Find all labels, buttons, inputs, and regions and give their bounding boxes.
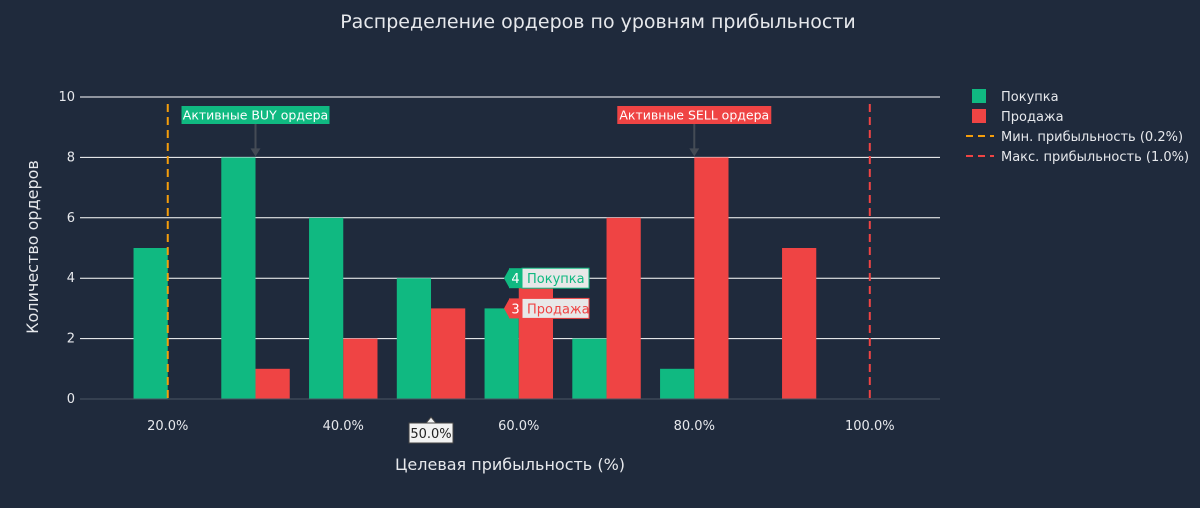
y-tick-label: 4 <box>67 271 75 286</box>
annotation-arrow-head <box>689 148 700 157</box>
bar-buy <box>396 278 432 399</box>
annotation-arrow-head <box>250 148 261 157</box>
annotation-box <box>617 106 772 124</box>
legend-label: Продажа <box>1001 110 1064 125</box>
legend-swatch-sell <box>972 109 986 123</box>
bar-buy <box>133 248 168 399</box>
x-tick-label: 100.0% <box>845 419 895 434</box>
annotation-buy-label: Активные BUY ордера <box>183 108 328 123</box>
legend-label: Покупка <box>1001 90 1059 105</box>
y-tick-label: 8 <box>67 150 75 165</box>
bar-buy <box>309 217 344 399</box>
y-tick-label: 6 <box>67 211 75 226</box>
legend-swatch-buy <box>972 89 986 103</box>
x-tick-label: 80.0% <box>674 419 715 434</box>
hover-value: 4 <box>511 272 519 287</box>
bar-buy <box>660 368 695 399</box>
hover-x-label: 50.0% <box>410 427 451 442</box>
bar-buy <box>221 157 256 399</box>
legend-label: Макс. прибыльность (1.0%) <box>1001 150 1189 165</box>
y-tick-label: 0 <box>67 392 75 407</box>
bar-sell <box>606 217 641 399</box>
x-axis-title: Целевая прибыльность (%) <box>395 455 625 474</box>
bar-sell <box>255 368 290 399</box>
bar-sell <box>782 248 817 399</box>
hover-value-box <box>509 298 522 319</box>
annotation-sell-label: Активные SELL ордера <box>619 108 769 123</box>
hover-pointer <box>504 299 509 318</box>
bar-buy <box>572 338 607 399</box>
bar-sell <box>518 278 553 399</box>
bar-buy <box>484 308 519 399</box>
x-tick-label: 20.0% <box>147 419 188 434</box>
y-axis-title: Количество ордеров <box>23 160 42 334</box>
annotation-box <box>181 106 330 124</box>
bar-sell <box>343 338 378 399</box>
hover-pointer <box>504 269 509 288</box>
y-tick-label: 2 <box>67 332 75 347</box>
bar-sell <box>694 157 729 399</box>
x-tick-label: 60.0% <box>498 419 539 434</box>
y-tick-label: 10 <box>58 90 75 105</box>
hover-name-box <box>521 297 590 319</box>
x-tick-label: 40.0% <box>323 419 364 434</box>
hover-x-pointer <box>424 416 438 424</box>
chart-title: Распределение ордеров по уровням прибыль… <box>340 11 856 33</box>
hover-name: Продажа <box>527 302 590 317</box>
hover-value-box <box>509 268 522 289</box>
hover-name: Покупка <box>527 272 585 287</box>
legend-label: Мин. прибыльность (0.2%) <box>1001 130 1183 145</box>
hover-name-box <box>521 267 590 289</box>
bar-sell <box>431 308 466 399</box>
hover-value: 3 <box>511 302 519 317</box>
